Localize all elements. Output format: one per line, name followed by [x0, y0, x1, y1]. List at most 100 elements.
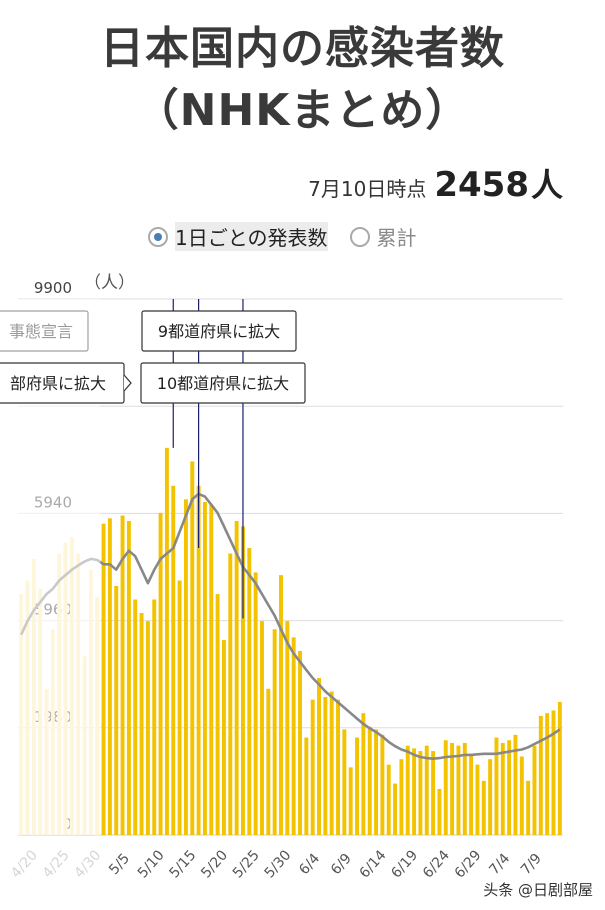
- bar: [183, 499, 188, 835]
- bar: [164, 447, 169, 835]
- bar: [488, 759, 493, 835]
- bar: [291, 637, 296, 835]
- daily-cases-chart: 019803960594079209900（人）事態宣言9都道府県に拡大部府県に…: [0, 273, 563, 881]
- bar: [450, 742, 455, 835]
- bar: [361, 713, 366, 835]
- bar: [215, 594, 220, 835]
- bar: [228, 553, 233, 835]
- bar: [355, 737, 360, 835]
- total-unit: 人: [530, 166, 563, 204]
- bar: [393, 783, 398, 835]
- bar: [462, 742, 467, 835]
- bar: [114, 585, 119, 835]
- bar: [526, 780, 531, 835]
- x-tick-label: 6/24: [420, 847, 453, 881]
- bar: [158, 512, 163, 835]
- bar: [133, 599, 138, 835]
- bar: [101, 523, 106, 835]
- radio-daily-label[interactable]: 1日ごとの発表数: [175, 222, 328, 251]
- annotation-box: [140, 362, 306, 404]
- x-tick-label: 4/25: [40, 847, 73, 881]
- total-summary: 7月10日時点 2458 人: [308, 160, 563, 206]
- average-line: [20, 492, 561, 760]
- x-tick-label: 5/30: [262, 847, 295, 881]
- annotation-box: [0, 310, 89, 352]
- bar: [456, 745, 461, 835]
- bar: [412, 748, 417, 835]
- bar: [120, 515, 125, 835]
- bar: [532, 745, 537, 835]
- bar: [538, 715, 543, 835]
- x-tick-label: 7/9: [518, 851, 545, 878]
- bar: [367, 726, 372, 835]
- bar: [304, 737, 309, 835]
- annotation-text: 部府県に拡大: [10, 374, 106, 393]
- bar: [260, 621, 264, 835]
- bar: [209, 504, 214, 835]
- bar: [196, 485, 201, 835]
- bar: [380, 734, 385, 835]
- annotation-pointer: [123, 374, 132, 392]
- bar: [190, 461, 195, 835]
- page-title: 日本国内の感染者数: [100, 23, 505, 74]
- bar: [152, 599, 157, 835]
- annotation-callout: 9都道府県に拡大: [141, 310, 297, 352]
- bar: [551, 710, 556, 835]
- bar: [310, 699, 315, 835]
- bar: [405, 745, 410, 835]
- bar: [272, 629, 277, 835]
- x-tick-label: 5/25: [230, 847, 263, 881]
- bar: [145, 621, 150, 835]
- bar: [317, 677, 321, 835]
- bar: [399, 759, 404, 835]
- x-tick-label: 6/29: [452, 847, 485, 881]
- x-tick-label: 4/30: [71, 847, 104, 881]
- bar: [545, 713, 550, 835]
- bar: [507, 740, 512, 835]
- bar: [513, 734, 518, 835]
- bar: [519, 756, 524, 835]
- bar: [500, 742, 505, 835]
- bar: [107, 518, 112, 835]
- radio-daily[interactable]: 1日ごとの発表数: [148, 222, 328, 251]
- bar: [481, 780, 486, 835]
- bar: [443, 740, 448, 835]
- radio-cumulative[interactable]: 累計: [349, 222, 417, 251]
- asof-label: 7月10日時点: [308, 177, 427, 201]
- radio-cumulative-indicator[interactable]: [349, 226, 370, 247]
- bar: [323, 696, 328, 835]
- watermark: 头条 @日剧部屋: [483, 881, 593, 899]
- bar: [342, 729, 347, 835]
- x-tick-label: 5/5: [106, 851, 133, 878]
- bar: [279, 575, 283, 835]
- bar: [221, 640, 226, 835]
- bar: [336, 699, 340, 835]
- x-tick-label: 7/4: [486, 851, 513, 879]
- radio-daily-indicator[interactable]: [148, 226, 168, 247]
- bar: [126, 520, 131, 835]
- bar: [475, 764, 480, 835]
- bar: [418, 751, 423, 835]
- bar: [298, 650, 302, 835]
- bar: [431, 751, 436, 835]
- annotation-callout: 部府県に拡大: [0, 362, 132, 404]
- bar: [247, 548, 252, 835]
- bar: [202, 502, 207, 835]
- bar: [348, 767, 353, 835]
- x-tick-label: 5/15: [166, 847, 199, 881]
- view-toggle: 1日ごとの発表数 累計: [148, 222, 439, 251]
- bar: [177, 580, 182, 835]
- annotation-callout: 10都道府県に拡大: [140, 362, 306, 404]
- bar: [285, 621, 290, 835]
- total-value: 2458: [434, 165, 529, 205]
- radio-cumulative-label[interactable]: 累計: [376, 226, 417, 250]
- bar: [557, 701, 562, 835]
- bar: [171, 485, 176, 835]
- bar: [266, 688, 271, 835]
- page-subtitle: （NHKまとめ）: [134, 85, 471, 136]
- bar: [329, 691, 334, 835]
- x-tick-label: 5/10: [135, 847, 168, 881]
- bar: [234, 520, 239, 835]
- bar: [386, 764, 391, 835]
- x-tick-label: 6/4: [296, 851, 323, 879]
